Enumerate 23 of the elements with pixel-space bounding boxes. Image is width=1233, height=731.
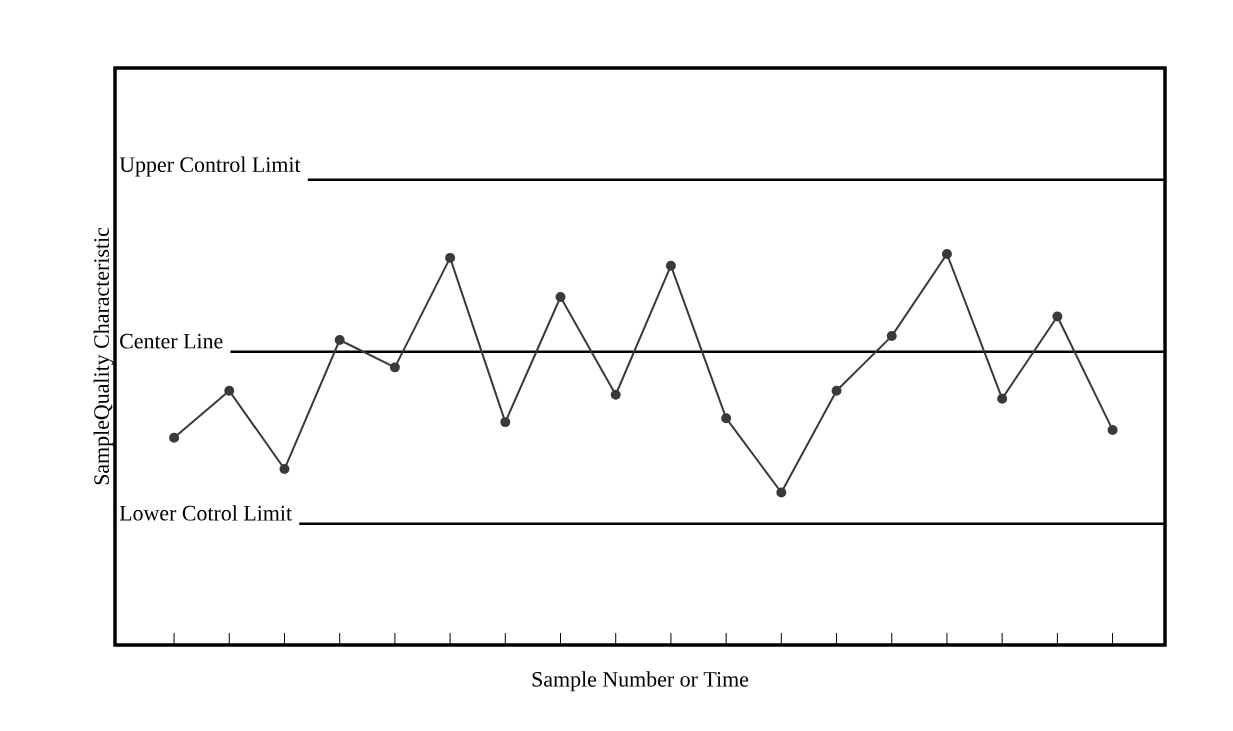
point bbox=[445, 252, 456, 263]
ref-line-label: Center Line bbox=[120, 333, 223, 349]
point bbox=[224, 385, 235, 396]
point bbox=[555, 292, 566, 302]
point bbox=[334, 335, 345, 345]
point bbox=[886, 331, 897, 342]
y-axis-title: SampleQuality Characteristic bbox=[93, 227, 114, 485]
point bbox=[279, 464, 290, 475]
point bbox=[776, 487, 787, 498]
point bbox=[500, 417, 511, 428]
point bbox=[997, 393, 1008, 404]
point bbox=[169, 432, 180, 443]
point bbox=[831, 385, 842, 396]
point bbox=[1052, 311, 1063, 322]
x-axis-title: Sample Number or Time bbox=[532, 671, 749, 692]
ref-line-label: Upper Control Limit bbox=[119, 156, 301, 177]
point bbox=[610, 389, 621, 400]
point bbox=[389, 362, 400, 373]
point bbox=[941, 248, 952, 259]
point bbox=[721, 413, 732, 424]
point bbox=[665, 260, 676, 271]
ref-line-label: Lower Cotrol Limit bbox=[119, 505, 292, 521]
point bbox=[1107, 424, 1118, 435]
